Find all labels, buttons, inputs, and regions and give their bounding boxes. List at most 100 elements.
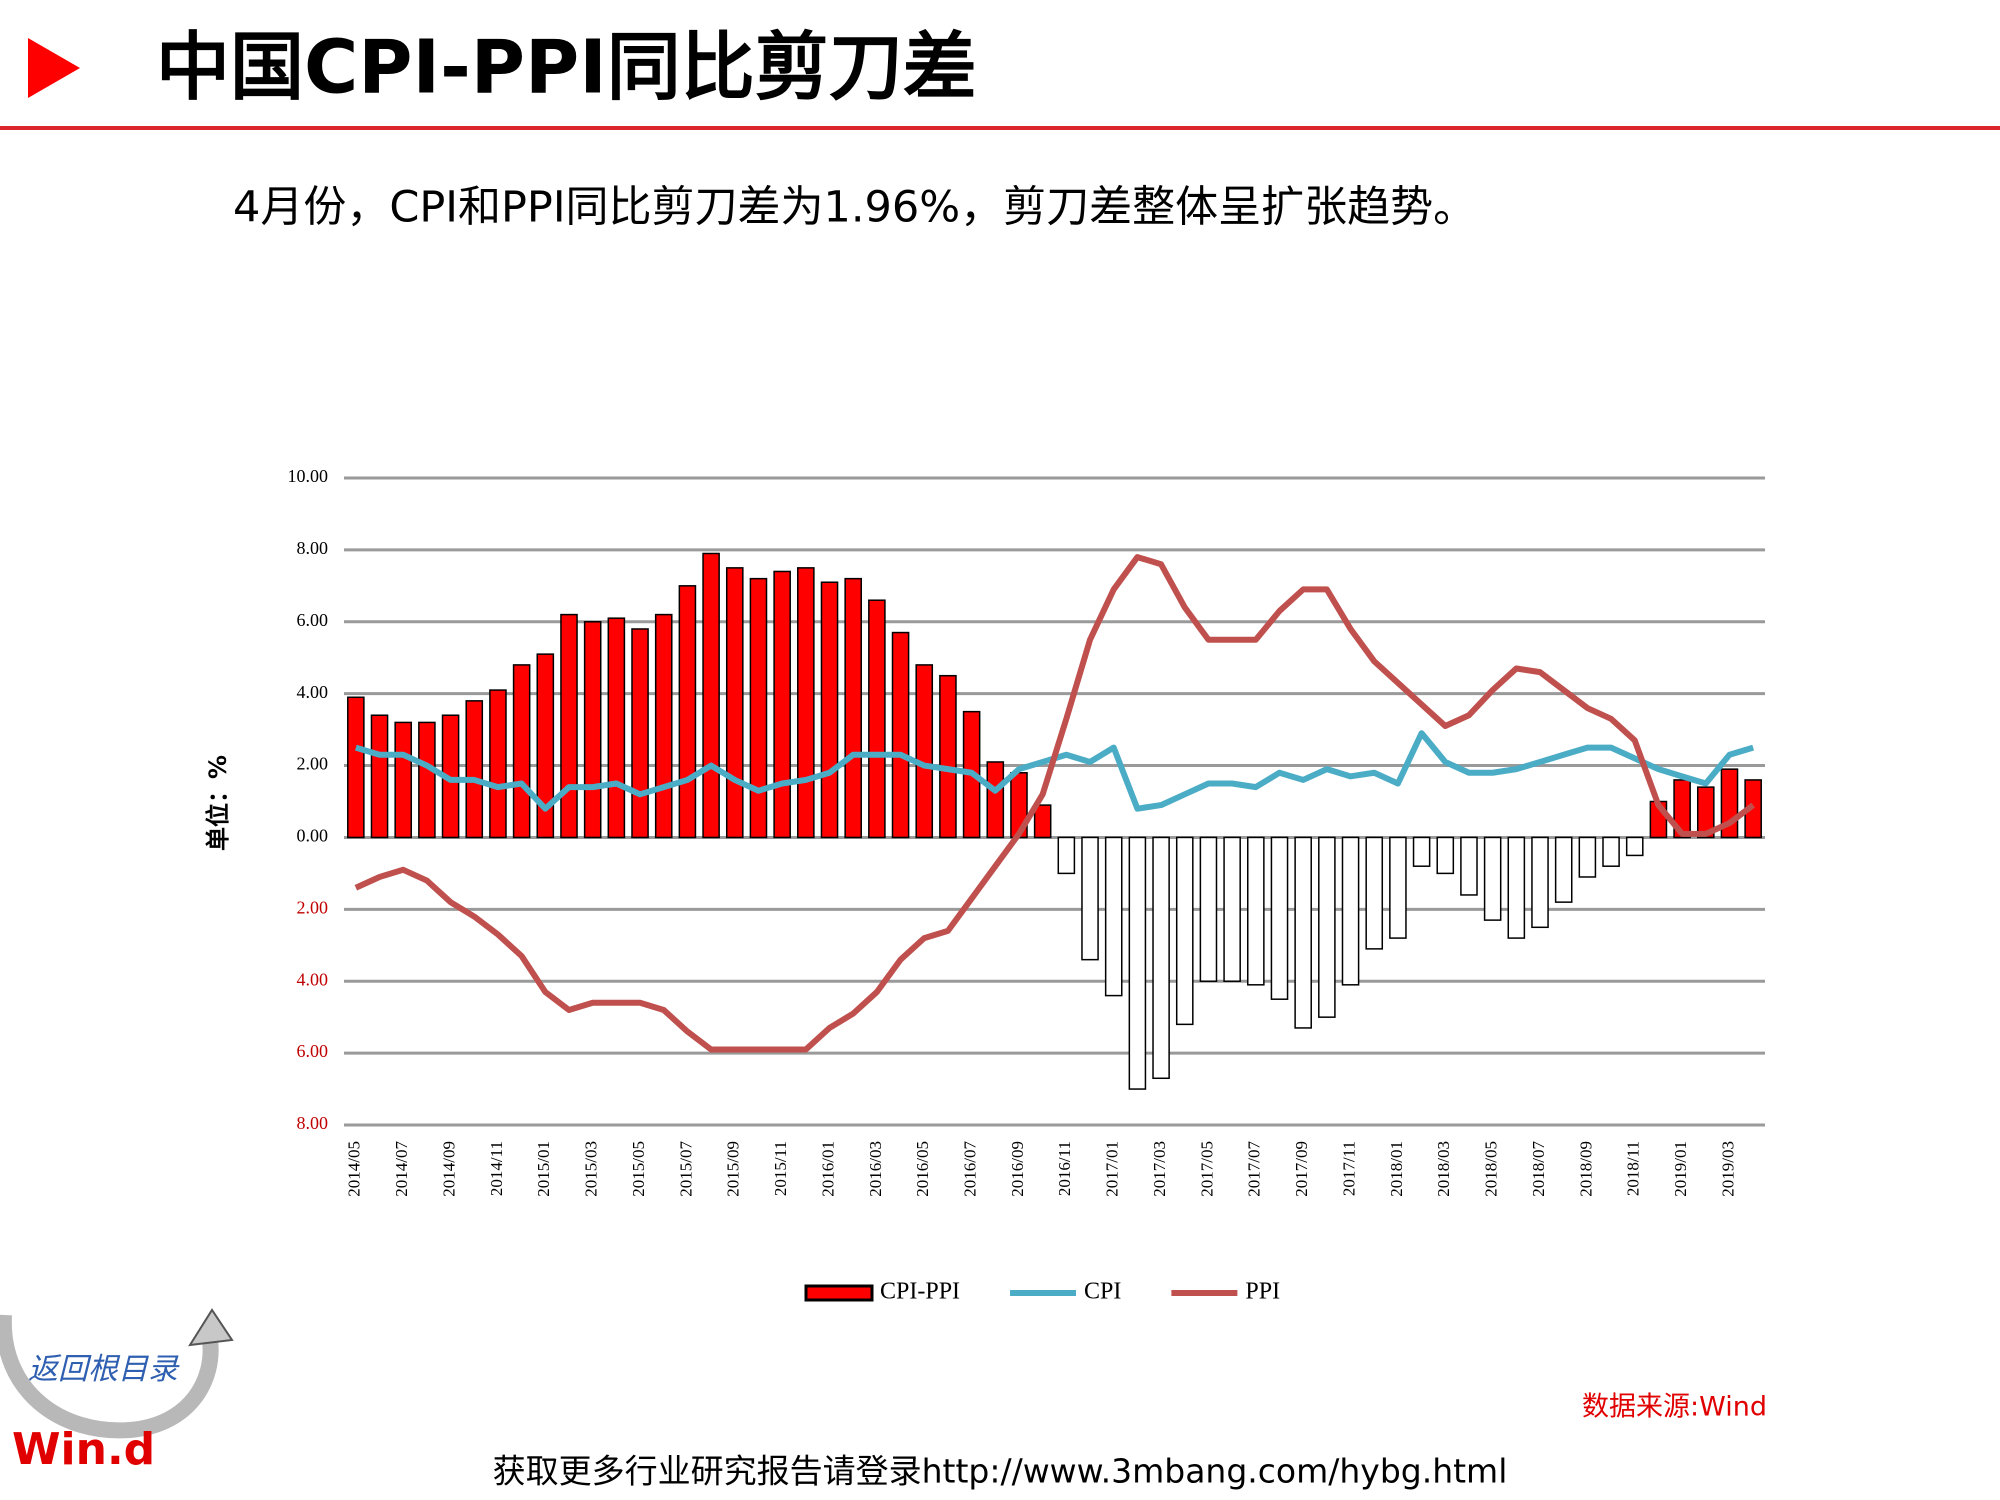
bar — [1625, 836, 1644, 857]
bar — [1057, 836, 1076, 875]
y-tick-label: 8.00 — [297, 1113, 329, 1133]
bar — [702, 552, 720, 839]
x-tick-label: 2016/07 — [961, 1141, 980, 1197]
bar — [1412, 836, 1431, 867]
bar — [939, 674, 957, 839]
x-tick-label: 2017/03 — [1150, 1141, 1169, 1197]
bar — [1554, 836, 1573, 903]
bar — [1294, 836, 1312, 1029]
footer: 获取更多行业研究报告请登录http://www.3mbang.com/hybg.… — [493, 1452, 1508, 1491]
bar — [465, 700, 484, 839]
x-tick-label: 2018/09 — [1576, 1141, 1595, 1197]
x-tick-label: 2014/11 — [487, 1141, 506, 1196]
y-tick-label: 2.00 — [297, 754, 329, 774]
x-tick-label: 2018/11 — [1624, 1141, 1643, 1196]
legend-label: PPI — [1245, 1279, 1280, 1305]
bar — [678, 585, 697, 839]
x-tick-label: 2014/09 — [439, 1141, 458, 1197]
back-link[interactable]: 返回根目录 — [28, 1353, 180, 1386]
logo-arrow — [188, 1308, 234, 1347]
x-tick-label: 2019/03 — [1718, 1141, 1737, 1197]
legend-swatch — [804, 1284, 874, 1302]
bar — [347, 696, 365, 839]
subtitle: 4月份，CPI和PPI同比剪刀差为1.96%，剪刀差整体呈扩张趋势。 — [233, 183, 1476, 233]
bar — [1199, 836, 1218, 982]
bar — [536, 653, 555, 839]
legend-label: CPI-PPI — [880, 1279, 960, 1305]
x-tick-label: 2017/11 — [1339, 1141, 1358, 1196]
bar — [1223, 836, 1241, 982]
x-tick-label: 2018/07 — [1529, 1141, 1548, 1197]
y-tick-label: 6.00 — [297, 610, 329, 630]
bar — [654, 613, 673, 839]
x-tick-label: 2019/01 — [1671, 1141, 1690, 1197]
x-tick-label: 2015/03 — [582, 1141, 601, 1197]
y-tick-label: 4.00 — [297, 682, 329, 702]
bar — [1341, 836, 1360, 986]
logo[interactable]: 返回根目录 Win.d — [0, 1308, 234, 1475]
bar — [986, 761, 1005, 839]
x-tick-label: 2016/03 — [866, 1141, 885, 1197]
bar — [1673, 779, 1691, 839]
bar — [1318, 836, 1336, 1018]
bar — [1104, 836, 1123, 997]
bar — [1270, 836, 1289, 1000]
y-tick-label: 8.00 — [297, 538, 329, 558]
bar — [512, 664, 531, 839]
x-tick-label: 2018/03 — [1434, 1141, 1453, 1197]
bar — [631, 628, 649, 839]
x-tick-label: 2015/01 — [534, 1141, 553, 1197]
y-tick-label: 6.00 — [297, 1041, 329, 1061]
x-tick-label: 2018/05 — [1482, 1141, 1501, 1197]
bar — [418, 721, 436, 839]
line-series — [354, 554, 1755, 1053]
bar — [891, 631, 910, 839]
y-tick-label: 4.00 — [297, 969, 329, 989]
x-tick-label: 2017/01 — [1103, 1141, 1122, 1197]
title-marker — [28, 38, 80, 98]
x-tick-label: 2014/05 — [345, 1141, 364, 1197]
bar — [583, 621, 602, 839]
bar — [797, 567, 815, 839]
x-tick-label: 2015/05 — [629, 1141, 648, 1197]
bar — [1483, 836, 1502, 921]
bar — [560, 613, 578, 839]
y-tick-label: 10.00 — [288, 466, 329, 486]
bar — [1602, 836, 1620, 867]
bar — [489, 689, 507, 839]
slide-title: 中国CPI-PPI同比剪刀差 — [156, 25, 977, 111]
bar — [1081, 836, 1099, 961]
x-tick-label: 2016/01 — [818, 1141, 837, 1197]
bar — [1128, 836, 1147, 1090]
bar — [868, 599, 886, 839]
x-tick-label: 2016/09 — [1008, 1141, 1027, 1197]
x-tick-label: 2017/05 — [1197, 1141, 1216, 1197]
bar — [1175, 836, 1194, 1026]
bar — [1389, 836, 1407, 939]
bar — [1365, 836, 1384, 950]
bar — [1460, 836, 1478, 896]
x-tick-label: 2017/09 — [1292, 1141, 1311, 1197]
x-tick-label: 2017/07 — [1245, 1141, 1264, 1197]
bar — [370, 714, 389, 839]
bar — [394, 721, 413, 839]
bar — [1531, 836, 1549, 929]
logo-arc — [0, 1314, 219, 1439]
bar — [844, 577, 862, 839]
bar — [1578, 836, 1597, 878]
x-tick-label: 2015/11 — [771, 1141, 790, 1196]
bar — [607, 617, 626, 839]
bar — [1247, 836, 1265, 986]
bar — [1507, 836, 1526, 939]
bar — [1436, 836, 1455, 875]
x-tick-label: 2015/09 — [724, 1141, 743, 1197]
bar — [725, 567, 744, 839]
bar — [1033, 804, 1052, 839]
bar — [749, 577, 768, 839]
source-note: 数据来源:Wind — [1582, 1392, 1767, 1423]
bar — [773, 570, 791, 839]
title-rule — [0, 126, 2000, 130]
y-axis-label: 单位：% — [204, 755, 232, 851]
bar — [915, 664, 934, 839]
